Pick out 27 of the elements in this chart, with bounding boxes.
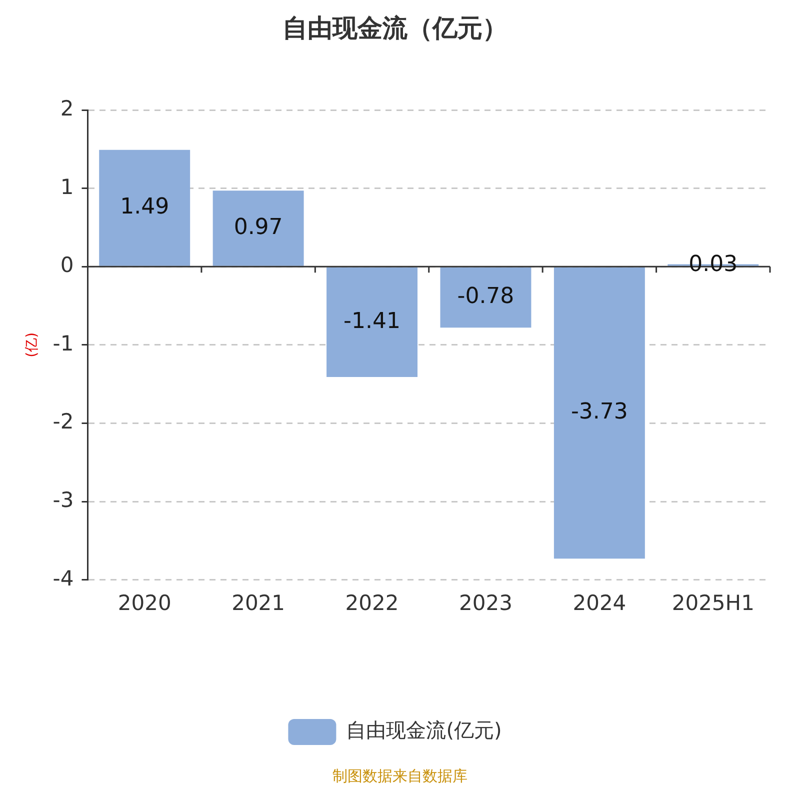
bar (440, 267, 532, 328)
x-tick-label: 2020 (118, 590, 172, 615)
y-axis-title: (亿) (24, 332, 40, 358)
x-tick-label: 2021 (232, 590, 286, 615)
y-tick-label: -3 (52, 488, 74, 512)
data-label: 0.97 (234, 214, 283, 240)
data-label: -1.41 (344, 308, 400, 334)
bar (326, 267, 418, 378)
y-tick-label: -2 (52, 410, 74, 434)
y-tick-label: 2 (60, 96, 74, 120)
chart-title: 自由现金流（亿元） (282, 14, 508, 42)
y-tick-label: -1 (52, 331, 74, 356)
x-tick-label: 2024 (572, 590, 626, 615)
data-label: -0.78 (457, 284, 514, 310)
bar (99, 150, 190, 266)
y-tick-label: 1 (60, 174, 74, 199)
y-tick-label: 0 (60, 253, 74, 278)
bar (554, 267, 645, 559)
y-tick-label: -4 (52, 566, 74, 590)
x-tick-label: 2023 (459, 590, 512, 615)
bar (212, 190, 304, 266)
data-label: 1.49 (120, 194, 170, 220)
legend-label: 自由现金流(亿元) (346, 718, 502, 742)
text: 制图数据来自数据库 (332, 767, 468, 786)
x-tick-label: 2022 (345, 590, 399, 615)
x-tick-label: 2025H1 (672, 590, 754, 615)
data-label: -3.73 (570, 400, 628, 425)
